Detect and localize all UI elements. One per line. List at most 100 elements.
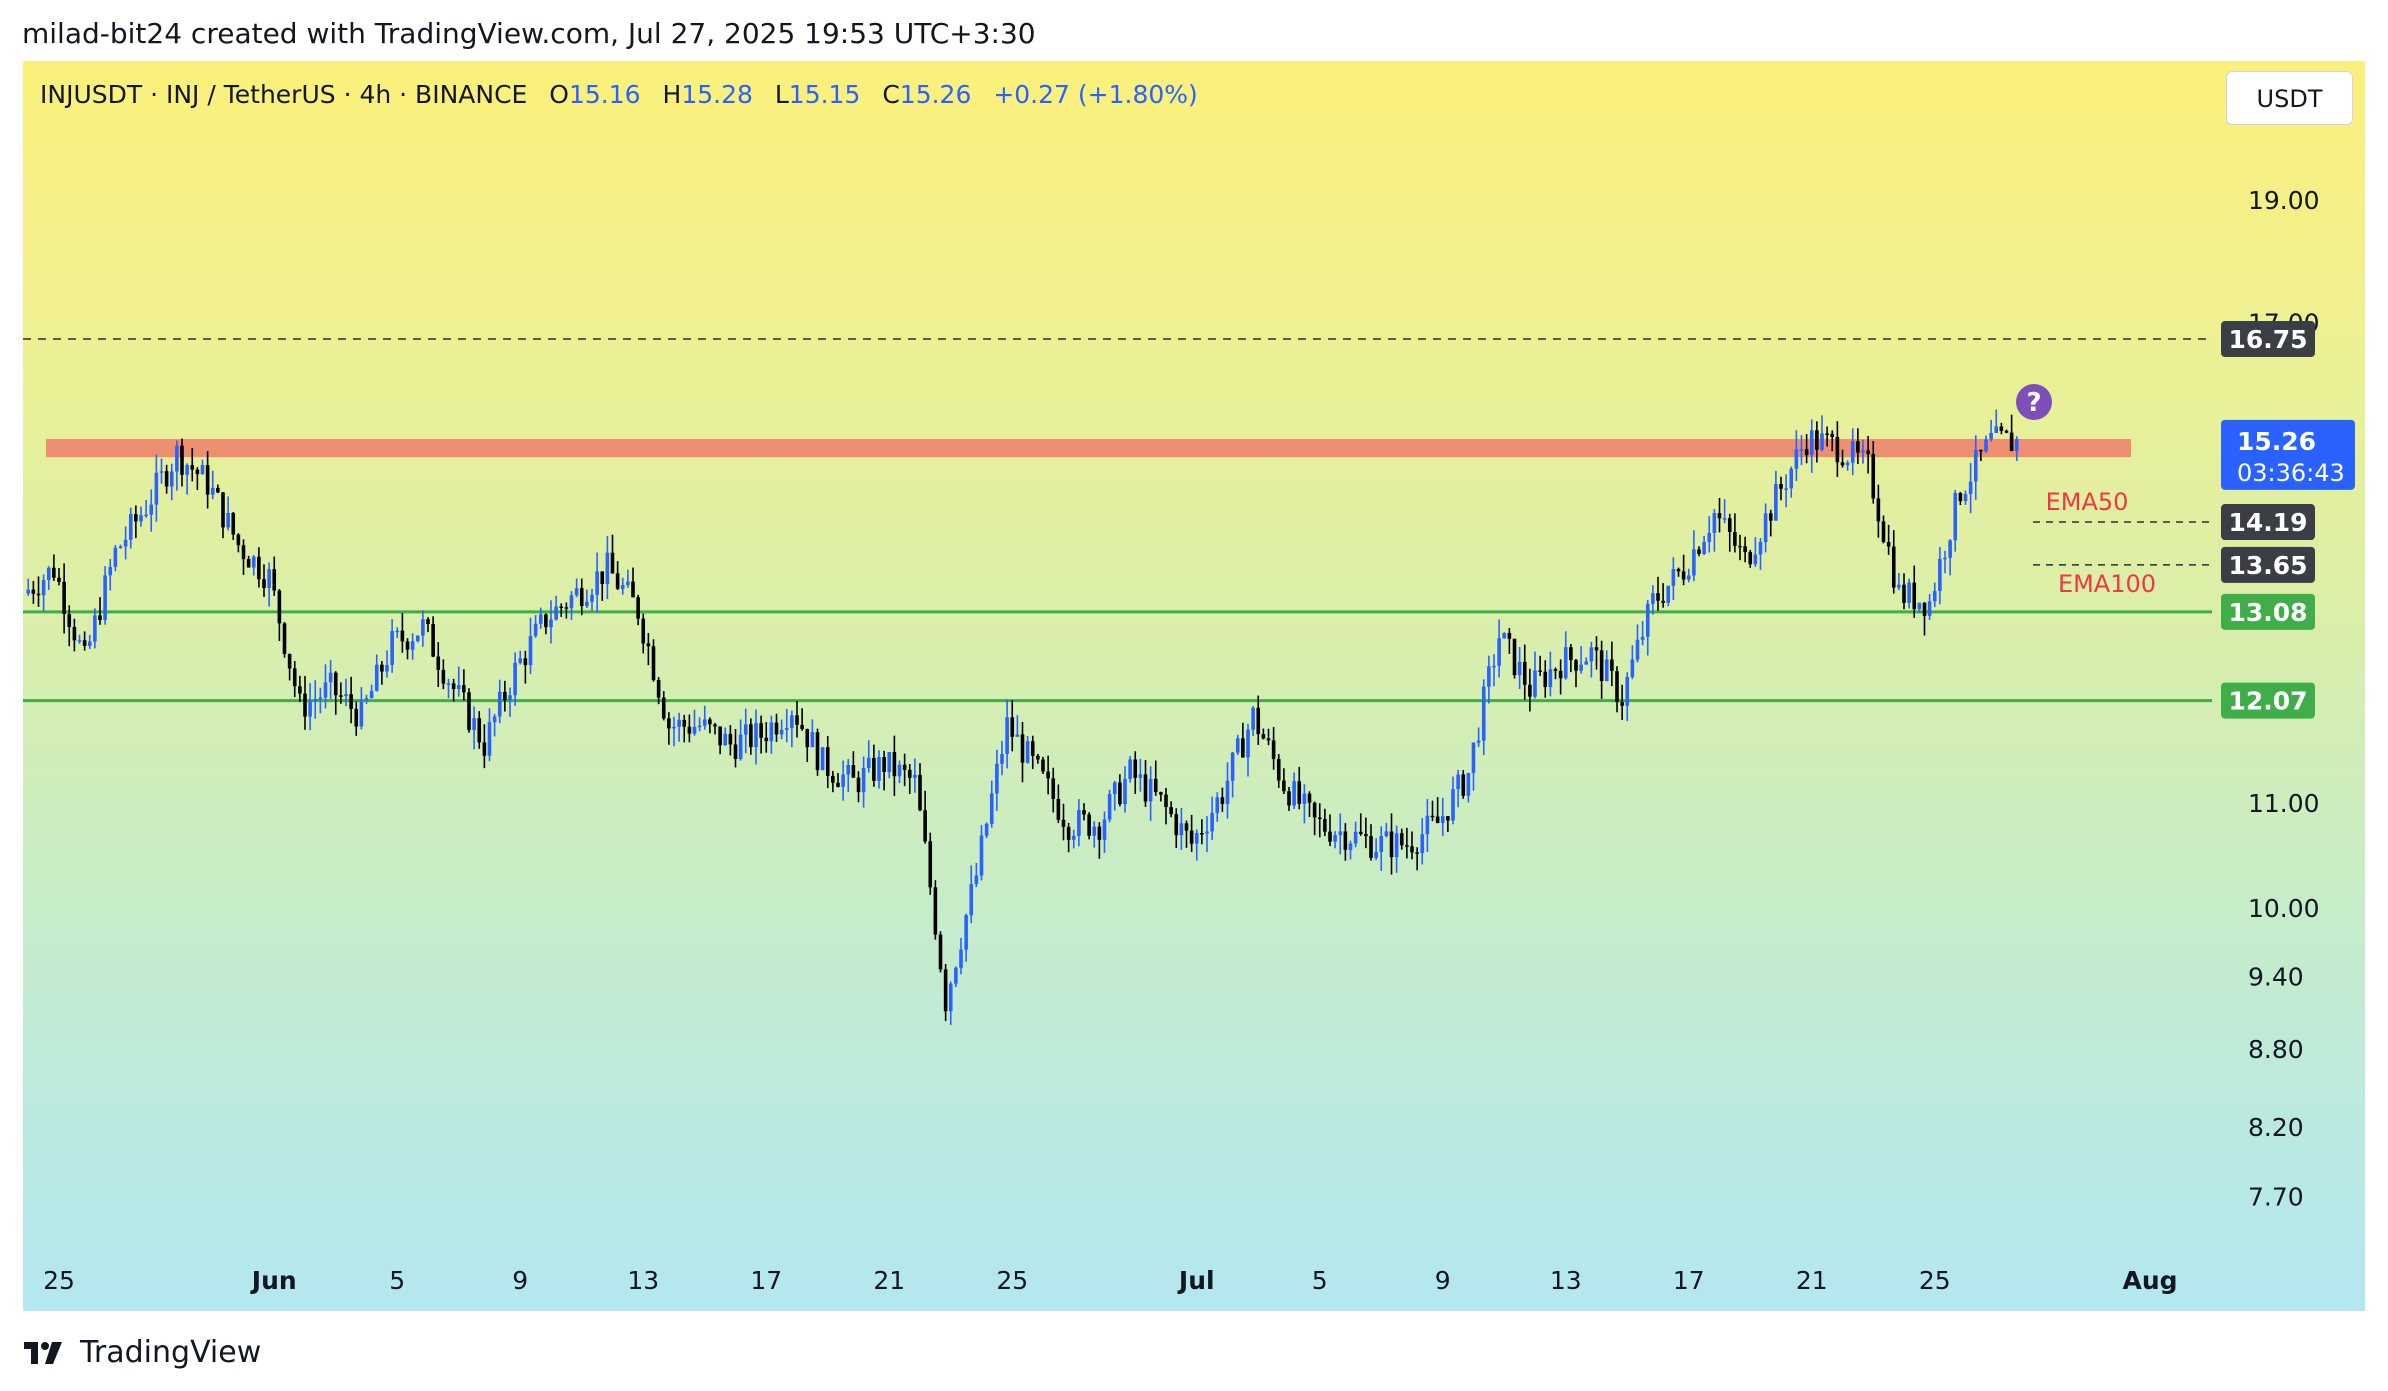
candle xyxy=(1973,435,1978,500)
candle-body xyxy=(943,969,948,1012)
candle xyxy=(1379,826,1384,872)
candle-body xyxy=(1994,426,1999,433)
candle xyxy=(1241,722,1245,758)
candle-body xyxy=(877,757,881,781)
chart-plot-area[interactable] xyxy=(23,61,2365,1311)
candle-body xyxy=(1661,600,1665,603)
candle-body xyxy=(1712,513,1717,533)
candle xyxy=(856,771,861,803)
candle-body xyxy=(456,685,461,690)
candle-body xyxy=(1984,439,1988,452)
candle xyxy=(1610,641,1614,687)
tradingview-logo[interactable]: TradingView xyxy=(22,1335,261,1370)
candle-body xyxy=(492,716,497,723)
candle-body xyxy=(979,835,984,876)
candle-body xyxy=(1271,740,1276,759)
candle-body xyxy=(702,719,707,726)
candle xyxy=(989,780,994,828)
candle xyxy=(241,539,246,575)
candle xyxy=(1630,645,1635,680)
candle xyxy=(615,561,620,591)
price-badge-bg xyxy=(2221,682,2315,719)
candle-body xyxy=(800,724,804,729)
candle xyxy=(497,679,502,724)
candle xyxy=(620,577,625,595)
candle-body xyxy=(1025,741,1030,763)
candle xyxy=(441,659,446,690)
candle-body xyxy=(339,695,343,697)
candle xyxy=(134,505,138,539)
candle-body xyxy=(1394,833,1399,858)
candle-body xyxy=(1753,554,1758,565)
candle xyxy=(1989,419,1993,442)
candle-body xyxy=(1563,647,1568,679)
candle-body xyxy=(1379,836,1384,852)
candle xyxy=(369,684,374,699)
candle xyxy=(1871,441,1876,504)
candle-body xyxy=(892,752,897,777)
candle-body xyxy=(1138,774,1143,778)
candle xyxy=(590,588,594,611)
candle-body xyxy=(226,512,230,528)
candle-body xyxy=(144,514,148,517)
candle-body xyxy=(856,777,861,793)
candle xyxy=(41,574,46,611)
candle xyxy=(1220,787,1225,813)
candle xyxy=(467,688,471,733)
x-tick-label: 13 xyxy=(627,1266,659,1295)
candle-body xyxy=(282,623,287,655)
symbol-legend[interactable]: INJUSDT · INJ / TetherUS · 4h · BINANCE … xyxy=(40,80,1198,109)
x-tick-label: 25 xyxy=(43,1266,75,1295)
candle-body xyxy=(2004,430,2009,433)
candle-body xyxy=(503,691,507,701)
candle-body xyxy=(1886,542,1891,547)
last-price-value: 15.26 xyxy=(2237,427,2316,456)
currency-selector[interactable]: USDT xyxy=(2226,71,2353,125)
candle-body xyxy=(595,571,599,595)
x-tick-label: 9 xyxy=(1435,1266,1451,1295)
candle-body xyxy=(1953,492,1958,541)
candle xyxy=(1256,695,1261,745)
candle-body xyxy=(1543,671,1548,688)
candle xyxy=(87,634,92,650)
candle-body xyxy=(246,559,251,568)
candle-body xyxy=(513,662,517,696)
candle xyxy=(323,664,328,709)
last-price-badge: 15.26 03:36:43 xyxy=(2221,419,2355,490)
candle-body xyxy=(441,669,446,684)
candle-body xyxy=(1768,513,1773,521)
candle-body xyxy=(221,492,225,528)
candle-body xyxy=(1850,441,1855,463)
candle-body xyxy=(851,765,856,778)
x-tick-label: 21 xyxy=(873,1266,905,1295)
candle xyxy=(333,671,338,715)
candle-body xyxy=(810,732,815,748)
candle xyxy=(395,627,400,638)
candle-body xyxy=(1071,835,1076,840)
candle xyxy=(1061,803,1066,841)
candle-body xyxy=(1973,449,1978,482)
candle xyxy=(1743,536,1747,563)
question-icon-glyph: ? xyxy=(2026,388,2041,418)
candle xyxy=(318,687,323,714)
candle xyxy=(872,744,876,787)
candle-body xyxy=(738,734,743,759)
candle-body xyxy=(251,556,256,568)
candle-body xyxy=(1446,816,1450,821)
candle-body xyxy=(87,641,92,647)
candle-body xyxy=(1189,830,1194,844)
candle-body xyxy=(354,708,359,727)
candle xyxy=(585,589,589,609)
candle xyxy=(1102,811,1107,853)
price-badge-text: 16.75 xyxy=(2228,325,2307,354)
candle xyxy=(1799,435,1804,466)
candle xyxy=(969,865,974,924)
candle xyxy=(784,708,789,743)
candle xyxy=(1169,801,1173,818)
candle xyxy=(1671,557,1676,600)
candle-body xyxy=(1809,430,1814,456)
candle-body xyxy=(984,823,989,836)
candle-body xyxy=(1722,518,1727,520)
candle-body xyxy=(989,793,994,824)
